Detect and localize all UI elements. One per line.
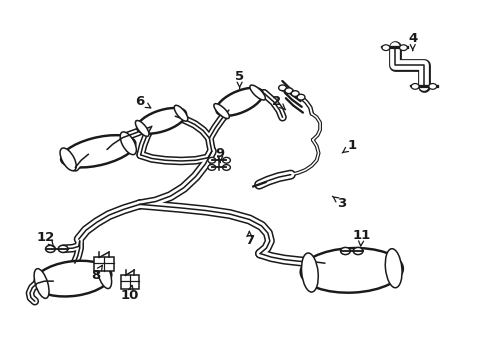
Ellipse shape [97, 259, 111, 289]
Text: 3: 3 [332, 196, 346, 210]
Circle shape [278, 85, 286, 91]
Circle shape [352, 247, 362, 255]
Text: 10: 10 [121, 285, 139, 302]
Circle shape [45, 245, 55, 252]
Ellipse shape [135, 121, 149, 136]
Circle shape [58, 245, 68, 252]
Circle shape [291, 91, 299, 96]
Ellipse shape [174, 105, 187, 121]
Circle shape [399, 45, 407, 50]
Text: 9: 9 [215, 147, 224, 162]
Circle shape [428, 84, 436, 89]
Ellipse shape [60, 148, 76, 171]
Circle shape [410, 84, 418, 89]
Text: 1: 1 [342, 139, 356, 153]
Bar [121, 275, 139, 289]
Circle shape [207, 165, 215, 170]
Text: 2: 2 [271, 95, 285, 110]
Ellipse shape [249, 85, 265, 100]
Text: 11: 11 [352, 229, 370, 246]
Text: 6: 6 [135, 95, 150, 108]
Bar [94, 257, 114, 271]
Ellipse shape [216, 88, 263, 116]
Ellipse shape [137, 108, 186, 134]
Text: 8: 8 [91, 265, 102, 282]
Text: 7: 7 [244, 231, 253, 247]
Text: 4: 4 [407, 32, 416, 50]
Ellipse shape [385, 249, 401, 288]
Ellipse shape [61, 135, 135, 167]
Ellipse shape [300, 248, 402, 293]
Ellipse shape [301, 253, 318, 292]
Circle shape [381, 45, 389, 50]
Ellipse shape [34, 261, 111, 297]
Circle shape [222, 157, 230, 163]
Ellipse shape [120, 132, 136, 155]
Ellipse shape [34, 269, 49, 298]
Circle shape [340, 247, 349, 255]
Circle shape [207, 157, 215, 163]
Circle shape [222, 165, 230, 170]
Circle shape [285, 88, 292, 94]
Circle shape [297, 94, 305, 100]
Text: 12: 12 [36, 231, 55, 247]
Text: 5: 5 [235, 69, 244, 88]
Ellipse shape [213, 104, 229, 118]
